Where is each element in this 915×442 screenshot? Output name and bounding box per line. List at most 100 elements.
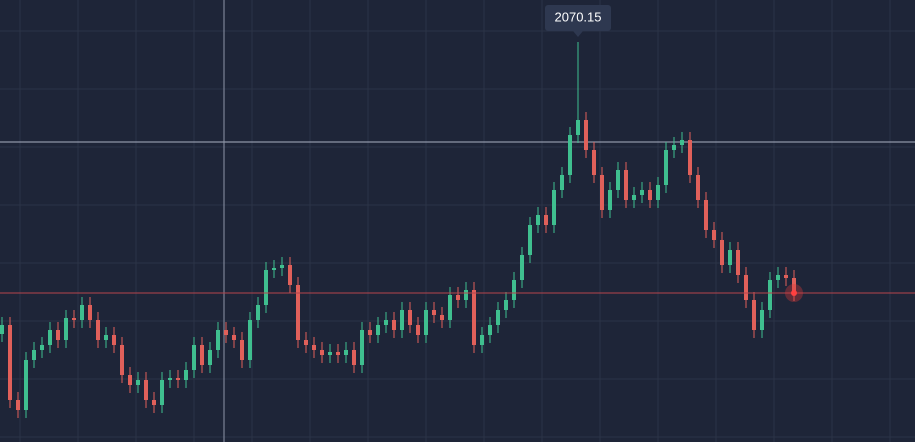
candle-body	[256, 305, 260, 320]
candle-body	[512, 280, 516, 300]
candle-body	[216, 330, 220, 350]
candle-body	[640, 190, 644, 195]
candle-body	[184, 370, 188, 380]
candle-body	[768, 280, 772, 310]
candle-body	[528, 225, 532, 255]
candle-body	[744, 275, 748, 300]
candle-body	[376, 325, 380, 335]
candle-body	[440, 315, 444, 320]
candle-body	[168, 378, 172, 380]
candle-body	[568, 135, 572, 175]
candle-body	[656, 185, 660, 200]
candle-body	[544, 215, 548, 225]
candle-body	[728, 250, 732, 265]
candle-body	[496, 310, 500, 325]
candle-body	[576, 120, 580, 135]
candle-body	[384, 320, 388, 325]
candle-body	[776, 275, 780, 280]
candle-body	[304, 340, 308, 345]
candle-body	[704, 200, 708, 230]
candle-body	[784, 275, 788, 278]
candle-body	[136, 380, 140, 385]
candle-body	[56, 330, 60, 340]
candle-body	[464, 290, 468, 300]
candle-body	[592, 150, 596, 175]
candle-body	[392, 320, 396, 330]
candle-body	[208, 350, 212, 365]
candle-body	[176, 378, 180, 380]
candle-body	[144, 380, 148, 400]
candle-body	[280, 265, 284, 268]
candle-body	[504, 300, 508, 310]
peak-tooltip	[545, 4, 611, 31]
candle-body	[248, 320, 252, 360]
candle-body	[680, 140, 684, 145]
candle-body	[560, 175, 564, 190]
candle-body	[416, 325, 420, 335]
candle-body	[536, 215, 540, 225]
candle-body	[336, 352, 340, 355]
candle-body	[64, 318, 68, 340]
candle-body	[264, 270, 268, 305]
candle-body	[664, 150, 668, 185]
candle-body	[688, 140, 692, 175]
candle-body	[432, 310, 436, 315]
candle-body	[760, 310, 764, 330]
candle-body	[288, 265, 292, 285]
candle-body	[224, 330, 228, 335]
peak-tooltip-label: 2070.15	[555, 9, 602, 24]
candle-body	[600, 175, 604, 210]
candle-body	[520, 255, 524, 280]
candle-body	[632, 195, 636, 200]
last-price-dot	[791, 290, 797, 296]
candle-body	[616, 170, 620, 190]
candle-body	[624, 170, 628, 200]
candle-body	[648, 190, 652, 200]
candle-body	[40, 345, 44, 350]
candle-body	[736, 250, 740, 275]
candle-body	[424, 310, 428, 335]
candle-body	[16, 400, 20, 410]
candle-body	[48, 330, 52, 345]
candle-body	[120, 345, 124, 375]
candle-body	[472, 290, 476, 345]
candle-body	[24, 360, 28, 410]
candle-body	[160, 380, 164, 405]
candle-body	[232, 335, 236, 340]
candle-body	[192, 345, 196, 370]
candle-body	[320, 350, 324, 355]
candle-body	[480, 335, 484, 345]
candle-body	[792, 278, 796, 293]
candle-body	[112, 335, 116, 345]
candle-body	[32, 350, 36, 360]
candle-body	[672, 145, 676, 150]
candle-body	[344, 350, 348, 355]
candle-body	[360, 330, 364, 365]
candle-body	[0, 325, 4, 334]
candle-body	[584, 120, 588, 150]
candle-body	[608, 190, 612, 210]
candle-body	[80, 305, 84, 320]
candle-body	[456, 295, 460, 300]
candle-body	[200, 345, 204, 365]
candle-body	[696, 175, 700, 200]
candle-body	[296, 285, 300, 340]
candle-body	[88, 305, 92, 320]
candle-body	[400, 310, 404, 330]
candle-body	[368, 330, 372, 335]
candle-body	[312, 345, 316, 350]
candle-body	[152, 400, 156, 405]
candle-body	[328, 352, 332, 355]
peak-tooltip-arrow	[573, 30, 583, 37]
candle-body	[552, 190, 556, 225]
candle-body	[72, 318, 76, 320]
candle-body	[8, 325, 12, 400]
candle-body	[488, 325, 492, 335]
candle-body	[408, 310, 412, 325]
candle-body	[96, 320, 100, 340]
candle-body	[720, 240, 724, 265]
candle-body	[352, 350, 356, 365]
